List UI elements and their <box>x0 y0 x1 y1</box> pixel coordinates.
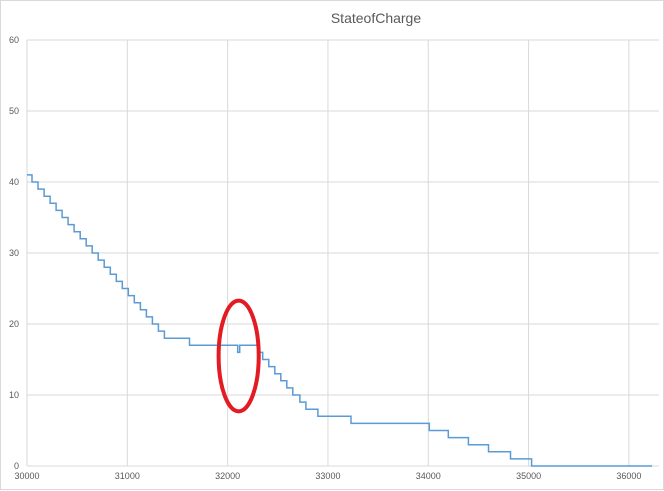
x-tick-label: 33000 <box>315 471 340 481</box>
annotation-layer <box>216 298 261 414</box>
state-of-charge-line <box>27 174 652 467</box>
series-layer <box>27 174 652 467</box>
x-tick-label: 31000 <box>115 471 140 481</box>
tick-labels: 0 10 20 30 40 50 60 30000 31000 32000 33000 34000 35… <box>9 35 641 481</box>
x-tick-label: 30000 <box>14 471 39 481</box>
x-tick-label: 32000 <box>215 471 240 481</box>
x-tick-label: 35000 <box>516 471 541 481</box>
x-tick-label: 34000 <box>416 471 441 481</box>
y-tick-label: 30 <box>9 248 19 258</box>
red-highlight-ellipse <box>216 298 261 414</box>
grid-layer <box>26 39 659 467</box>
y-tick-label: 60 <box>9 35 19 45</box>
y-tick-label: 10 <box>9 390 19 400</box>
chart-title: StateofCharge <box>331 10 421 26</box>
y-tick-label: 20 <box>9 319 19 329</box>
y-tick-label: 40 <box>9 177 19 187</box>
x-tick-label: 36000 <box>616 471 641 481</box>
y-tick-label: 0 <box>14 461 19 471</box>
y-tick-label: 50 <box>9 106 19 116</box>
